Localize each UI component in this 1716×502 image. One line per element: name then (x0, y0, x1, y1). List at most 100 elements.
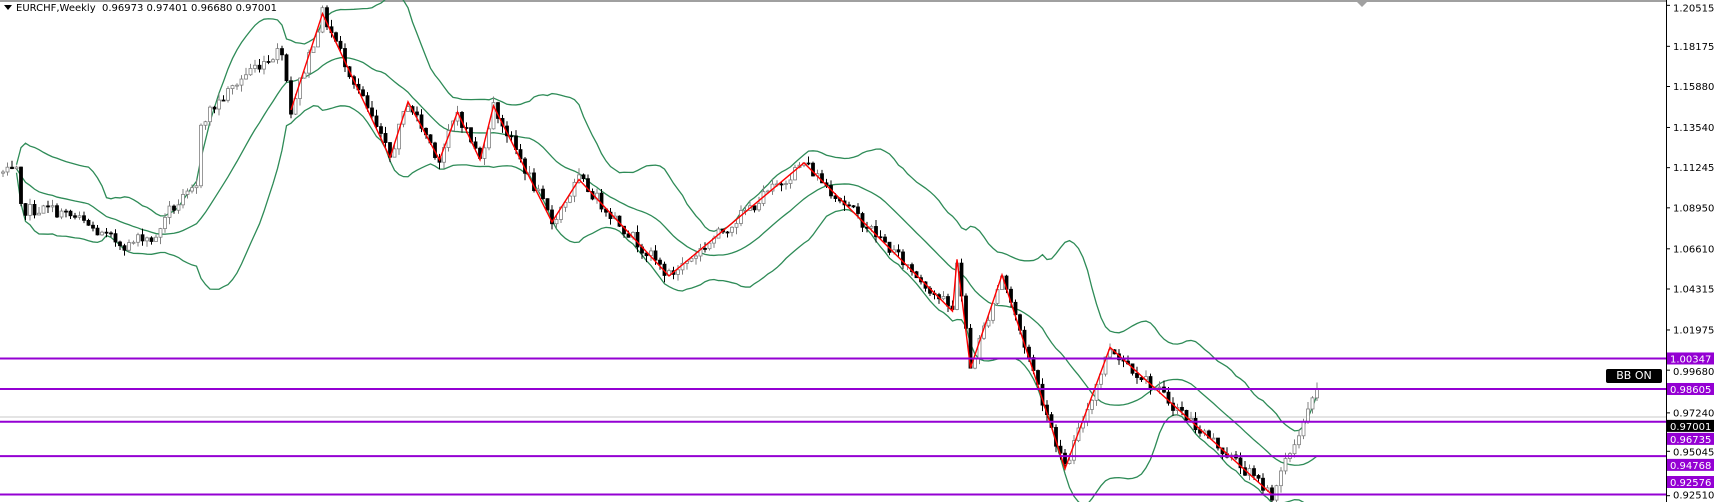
level-label: 1.00347 (1670, 354, 1711, 365)
candle (572, 178, 577, 203)
candle-body (694, 255, 698, 259)
horizontal-levels[interactable] (0, 357, 1666, 496)
candle (284, 53, 289, 83)
level-label-box (1667, 476, 1714, 488)
candle (10, 160, 14, 170)
candle (145, 236, 149, 247)
candle-body (1139, 377, 1144, 381)
candle-body (257, 64, 262, 70)
candle-body (185, 190, 190, 195)
candle-body (752, 205, 757, 211)
candle (788, 173, 793, 189)
level-label: 0.98605 (1670, 385, 1711, 396)
zigzag-indicator (290, 11, 1273, 496)
candle-body (248, 68, 253, 76)
candle (235, 83, 239, 90)
candle-body (19, 166, 23, 204)
candle (806, 156, 811, 166)
level-label: 0.92576 (1670, 478, 1711, 489)
candle (320, 5, 325, 34)
candle-body (145, 237, 149, 242)
candle (208, 105, 212, 126)
candle (730, 226, 734, 237)
candle-body (1292, 444, 1297, 455)
bb-toggle-button[interactable]: BB ON (1606, 369, 1662, 383)
candle (190, 184, 194, 194)
candle (1292, 439, 1297, 458)
level-label-box (1667, 458, 1714, 471)
candle-body (851, 205, 856, 208)
candle-body (383, 133, 388, 143)
candle-body (896, 249, 901, 253)
candle (784, 180, 788, 190)
bollinger-bands (15, 0, 1318, 502)
tick-label: 1.01975 (1673, 325, 1714, 336)
candle (563, 201, 568, 212)
candle-body (239, 78, 244, 86)
candle (41, 204, 46, 214)
candle-body (626, 233, 631, 238)
current-price-label-box (1667, 419, 1714, 432)
candle (181, 188, 185, 209)
candle-body (698, 248, 703, 257)
candle-body (118, 241, 122, 247)
candle-body (1238, 457, 1243, 469)
candle (32, 200, 37, 219)
candle-body (1, 171, 5, 174)
price-axis-level-labels: 1.00347 0.98605 0.97001 0.96735 0.94768 0.925… (1667, 352, 1714, 489)
bb-upper-band (15, 0, 1318, 432)
candle-body (392, 148, 397, 158)
candle-body (73, 215, 77, 218)
candle-body (275, 48, 280, 61)
candle-body (127, 242, 131, 251)
tick-label: 1.08950 (1673, 203, 1714, 214)
candle (257, 58, 262, 73)
candle-body (64, 210, 68, 213)
dropdown-triangle-icon[interactable] (4, 5, 12, 10)
candle-body (1301, 421, 1306, 437)
bb-middle-band (15, 57, 1318, 466)
candle (649, 247, 653, 261)
candle-body (419, 114, 424, 129)
candle (883, 234, 887, 243)
candle (698, 243, 703, 262)
candle (248, 63, 253, 76)
candle-body (676, 269, 680, 275)
candle-body (1135, 372, 1139, 378)
candle-body (779, 183, 784, 186)
candle-body (208, 106, 212, 123)
candle (383, 126, 388, 149)
tick-label: 0.99680 (1673, 367, 1714, 378)
tick-label: 1.20515 (1673, 4, 1714, 15)
candle-body (226, 88, 230, 101)
candle-body (833, 195, 838, 199)
candle-body (487, 128, 491, 149)
candle (217, 93, 221, 116)
candle (1072, 434, 1076, 465)
candle-body (491, 102, 496, 130)
candle-body (847, 204, 851, 207)
candle (131, 240, 136, 245)
candle (338, 36, 343, 52)
candle (109, 231, 113, 238)
candle (392, 144, 397, 158)
candle-body (901, 251, 905, 266)
candle-body (28, 203, 32, 216)
candle-body (856, 206, 860, 214)
candle-body (793, 167, 797, 181)
candle-body (820, 173, 824, 184)
candle-body (140, 234, 145, 242)
candle (752, 205, 757, 213)
candle-body (230, 85, 235, 90)
ohlc-values: 0.96973 0.97401 0.96680 0.97001 (101, 3, 277, 14)
candle (379, 123, 383, 140)
candle-body (545, 198, 550, 211)
chart-shift-marker-icon[interactable] (1357, 2, 1367, 7)
candle (316, 28, 320, 48)
candle-body (181, 194, 185, 206)
current-price-label: 0.97001 (1670, 422, 1711, 433)
level-label-box (1667, 352, 1714, 365)
candle (266, 55, 271, 65)
candle-body (563, 201, 568, 208)
